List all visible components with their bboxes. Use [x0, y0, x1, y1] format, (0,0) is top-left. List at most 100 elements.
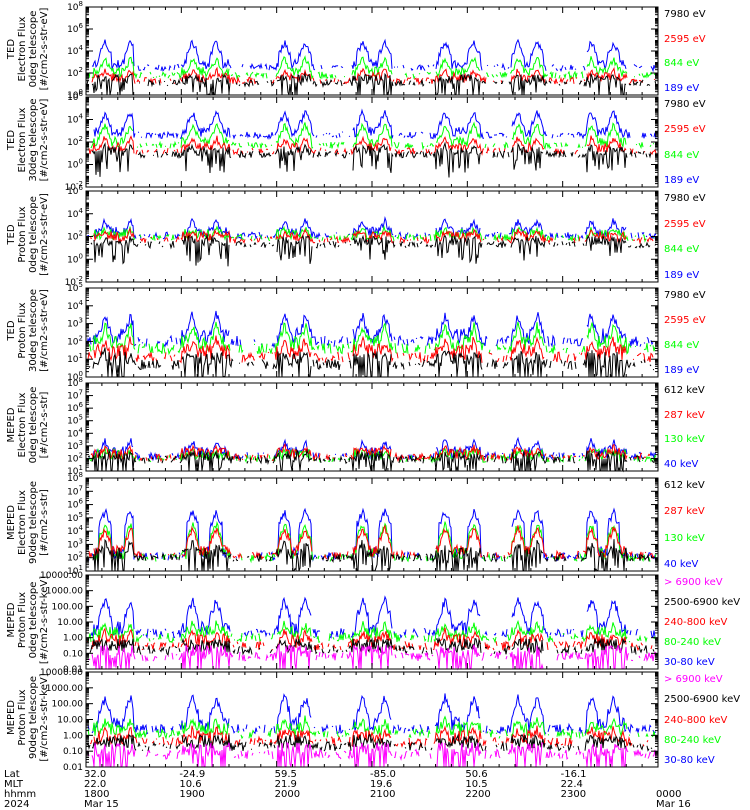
y-axis-label-line: MEPED	[6, 505, 17, 540]
panel-frame	[85, 287, 659, 378]
y-tick-label: 0.01	[63, 763, 83, 773]
legend-entry: 130 keV	[664, 434, 705, 446]
footer-date: Mar 15	[84, 799, 119, 810]
legend-entry: 2595 eV	[664, 124, 706, 136]
legend-entry: 7980 eV	[664, 193, 706, 204]
legend-entry: 30-80 keV	[664, 755, 715, 766]
y-tick-label: 102	[67, 66, 83, 79]
y-tick-label: 104	[67, 426, 83, 439]
series-30-80-kev	[87, 693, 657, 735]
y-tick-label: 10.00	[57, 716, 83, 726]
panel-1: 100 102 104 106 108	[67, 0, 659, 101]
y-tick-label: 102	[67, 551, 83, 564]
footer-lat: 50.6	[465, 769, 488, 780]
y-axis-label: MEPED Proton Flux 90deg telescope [#/cm2-s-…	[6, 670, 50, 765]
y-axis-label-line: 90deg telescope	[28, 480, 39, 565]
y-tick-label: 103	[67, 537, 83, 550]
panel-3: 10-2 100 102 104 106	[65, 184, 659, 288]
legend-entry: 189 eV	[664, 270, 700, 281]
y-axis-label-line: MEPED	[6, 602, 17, 638]
legend-entry: 80-240 keV	[664, 734, 722, 746]
y-tick-label: 1000.00	[46, 684, 83, 694]
y-tick-label: 106	[67, 22, 83, 35]
legend-entry: 40 keV	[664, 559, 699, 570]
footer-hhmm: 2300	[560, 789, 587, 800]
legend-entry: 2500-6900 keV	[664, 597, 741, 608]
footer-hhmm: 2200	[465, 789, 491, 800]
y-axis-label-line: Electron Flux	[17, 16, 28, 82]
series-2595-ev	[91, 66, 656, 86]
footer-hhmm: 1900	[179, 789, 205, 800]
y-axis-label-line: 0deg telescope	[28, 386, 39, 464]
y-axis-label-line: 0deg telescope	[28, 10, 39, 88]
y-axis-label-line: MEPED	[6, 700, 17, 735]
legend-entry: 844 eV	[664, 149, 700, 161]
y-tick-label: 100.00	[52, 602, 84, 612]
y-tick-label: 10-2	[65, 180, 83, 193]
y-tick-label: 106	[67, 498, 83, 511]
y-tick-label: 107	[67, 389, 83, 402]
y-tick-label: 108	[67, 376, 83, 389]
y-axis-label: MEPED Proton Flux 0deg telescope [#/cm2-s-s…	[6, 573, 50, 667]
y-tick-label: 106	[67, 90, 83, 103]
legend-entry: 240-800 keV	[664, 714, 728, 726]
footer-mlt: 10.6	[179, 779, 202, 790]
y-tick-label: 105	[67, 414, 83, 427]
y-tick-label: 0.10	[63, 747, 83, 757]
legend-entry: 7980 eV	[664, 99, 706, 110]
footer-mlt: 22.4	[560, 779, 583, 790]
legend-entry: 2500-6900 keV	[664, 694, 741, 706]
legend-entry: 30-80 keV	[664, 657, 715, 668]
footer-hhmm: 2100	[370, 789, 396, 800]
footer-lat: -24.9	[179, 769, 206, 780]
series-612-kev	[87, 448, 657, 473]
y-tick-label: 104	[67, 299, 83, 312]
series-80-240-kev	[87, 715, 656, 741]
legend-entry: 844 eV	[664, 58, 700, 70]
footer-mlt: 10.5	[465, 779, 488, 790]
y-tick-label: 1000.00	[46, 587, 83, 597]
legend-entry: 240-800 keV	[664, 617, 728, 628]
y-axis-label-line: 30deg telescope	[28, 288, 39, 373]
y-axis-label: TED Electron Flux 0deg telescope [#/cm2-s-s…	[6, 5, 50, 93]
y-tick-label: 100	[67, 252, 83, 265]
y-axis-label-line: [#/cm2-s-str-eV]	[39, 289, 50, 372]
y-tick-label: 104	[67, 113, 83, 126]
y-tick-label: 104	[67, 207, 83, 220]
legend-entry: 612 keV	[664, 385, 705, 396]
series-612-kev	[86, 539, 653, 573]
y-tick-label: 102	[67, 334, 83, 347]
y-axis-label-line: [#/cm2-s-str-keV]	[39, 575, 50, 665]
footer-row-label: hhmm	[4, 789, 37, 800]
y-axis-label-line: [#/cm2-s-str-eV]	[39, 7, 50, 91]
legend-entry: 844 eV	[664, 244, 700, 256]
legend-entry: 189 eV	[664, 365, 700, 376]
y-tick-label: 101	[67, 564, 83, 577]
legend-entry: 2595 eV	[664, 218, 706, 230]
y-axis-label-line: MEPED	[6, 407, 17, 443]
series-2595-ev	[88, 135, 657, 156]
y-axis-label-line: Electron Flux	[17, 490, 28, 555]
y-tick-label: 102	[67, 230, 83, 243]
y-axis-label: TED Electron Flux 30deg telescope [#/cm2-s-…	[6, 95, 50, 185]
y-axis-label-line: Proton Flux	[17, 206, 28, 263]
y-axis-label: TED Proton Flux 30deg telescope [#/cm2-s-st…	[6, 286, 50, 375]
y-tick-label: 101	[67, 464, 83, 477]
y-axis-label: MEPED Electron Flux 0deg telescope [#/cm2-s…	[6, 381, 50, 469]
footer-hhmm: 1800	[84, 789, 110, 800]
y-tick-label: 1.00	[63, 731, 83, 741]
legend-entry: 2595 eV	[664, 315, 706, 326]
y-axis-label-line: 30deg telescope	[28, 98, 39, 182]
legend-entry: 130 keV	[664, 532, 705, 544]
legend-entry: 844 eV	[664, 340, 700, 351]
y-axis-label-line: Electron Flux	[17, 107, 28, 173]
footer-lat: 59.5	[274, 769, 297, 780]
y-axis-label-line: TED	[6, 224, 17, 245]
series-287-kev	[89, 525, 656, 559]
y-axis-label-line: Proton Flux	[17, 302, 28, 359]
legend-entry: > 6900 keV	[664, 577, 723, 588]
footer-date: Mar 16	[656, 799, 691, 810]
footer-row-label: 2024	[4, 799, 30, 810]
y-tick-label: 103	[67, 439, 83, 452]
